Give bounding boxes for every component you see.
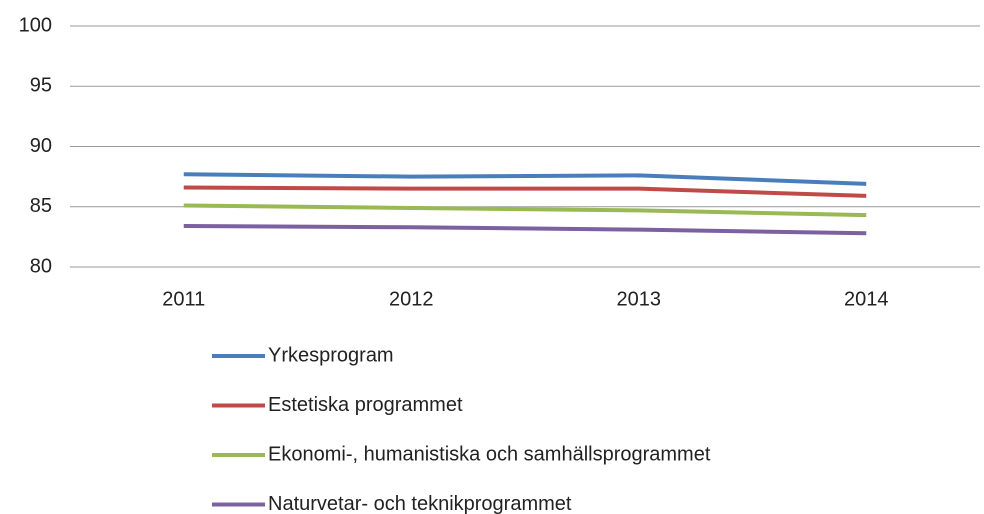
legend-label: Ekonomi-, humanistiska och samhällsprogr…: [268, 443, 711, 465]
x-tick-label: 2013: [617, 288, 662, 310]
legend-label: Yrkesprogram: [268, 344, 394, 366]
legend-label: Estetiska programmet: [268, 394, 463, 416]
series-line: [183, 203, 867, 218]
y-tick-label: 95: [30, 75, 52, 97]
y-tick-label: 85: [30, 195, 52, 217]
x-tick-label: 2014: [844, 288, 889, 310]
series-line: [183, 224, 867, 236]
legend-label: Naturvetar- och teknikprogrammet: [268, 493, 572, 514]
y-tick-label: 100: [19, 14, 52, 36]
series-line: [183, 185, 867, 198]
x-tick-label: 2012: [389, 288, 434, 310]
x-tick-label: 2011: [162, 288, 205, 310]
y-tick-label: 90: [30, 135, 52, 157]
series-line: [183, 172, 867, 186]
y-tick-label: 80: [30, 255, 52, 277]
